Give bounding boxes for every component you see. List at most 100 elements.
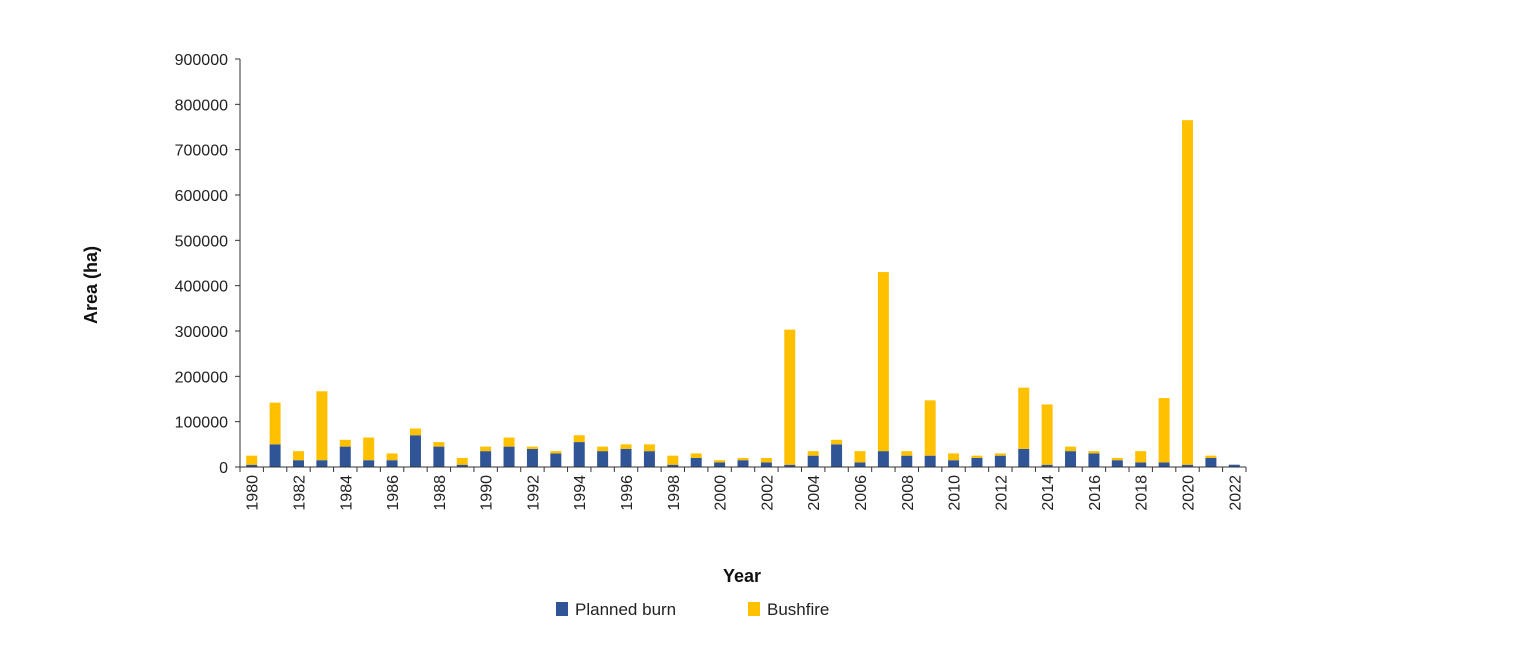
bar-bushfire-2021 [1205,455,1217,458]
bar-planned-burn-2019 [1158,462,1170,467]
bar-planned-burn-1980 [246,464,258,467]
bar-bushfire-1987 [409,428,421,436]
bar-bushfire-2012 [994,453,1006,456]
bar-planned-burn-2003 [784,464,796,467]
x-tick-label: 2016 [1087,475,1104,511]
x-tick-label: 1996 [619,475,636,511]
bar-bushfire-1980 [246,455,258,465]
bar-planned-burn-1988 [433,446,445,467]
y-tick-label: 100000 [175,415,228,432]
bar-bushfire-1992 [526,446,538,449]
x-tick-label: 2000 [713,475,730,511]
bar-planned-burn-1984 [339,446,351,467]
x-tick-label: 2006 [853,475,870,511]
bar-bushfire-2002 [760,457,772,463]
y-axis-title: Area (ha) [81,246,101,324]
y-tick-label: 400000 [175,279,228,296]
x-tick-label: 2002 [759,475,776,511]
y-tick-label: 0 [219,460,228,477]
bar-planned-burn-1982 [292,460,304,467]
x-axis-title: Year [723,566,761,586]
bar-planned-burn-2016 [1088,453,1100,467]
bar-planned-burn-1989 [456,464,468,467]
x-tick-label: 2022 [1227,475,1244,511]
legend-swatch-bushfire [748,602,760,616]
bar-planned-burn-1999 [690,457,702,467]
bar-bushfire-2017 [1111,457,1123,461]
bar-planned-burn-1997 [643,451,655,467]
y-tick-label: 700000 [175,143,228,160]
x-tick-label: 2008 [900,475,917,511]
x-tick-label: 1992 [525,475,542,511]
bar-bushfire-2019 [1158,398,1170,463]
bar-bushfire-2010 [948,453,960,461]
bar-planned-burn-2001 [737,460,749,467]
bar-planned-burn-2013 [1018,448,1030,467]
y-tick-label: 900000 [175,52,228,69]
bar-planned-burn-2004 [807,455,819,467]
y-tick-label: 500000 [175,233,228,250]
bar-bushfire-1983 [316,391,328,461]
bar-bushfire-1981 [269,402,281,445]
bar-bushfire-1986 [386,453,398,461]
legend-label-bushfire: Bushfire [767,600,829,619]
bar-bushfire-2009 [924,400,936,456]
bar-planned-burn-2020 [1182,464,1194,467]
bar-planned-burn-1996 [620,448,632,467]
bar-planned-burn-2000 [714,462,726,467]
bar-planned-burn-2008 [901,455,913,467]
bar-planned-burn-2010 [948,460,960,467]
bar-bushfire-2006 [854,451,866,463]
bar-planned-burn-2011 [971,457,983,467]
x-tick-label: 1994 [572,475,589,511]
bar-bushfire-2003 [784,329,796,465]
bar-bushfire-1991 [503,437,515,447]
bar-planned-burn-1998 [667,464,679,467]
bar-bushfire-1993 [550,451,562,454]
x-tick-label: 2018 [1134,475,1151,511]
bar-planned-burn-2014 [1041,464,1053,467]
x-tick-label: 1982 [291,475,308,511]
bar-planned-burn-1995 [597,451,609,467]
bar-bushfire-2020 [1182,120,1194,465]
bar-planned-burn-2007 [877,451,889,467]
bar-bushfire-2007 [877,272,889,452]
bar-planned-burn-1993 [550,453,562,467]
bar-planned-burn-1994 [573,442,585,467]
bar-bushfire-1985 [363,437,375,461]
bar-planned-burn-2005 [831,444,843,467]
x-tick-label: 1980 [245,475,262,511]
bar-bushfire-1999 [690,453,702,458]
x-tick-label: 2014 [1040,475,1057,511]
bar-planned-burn-1981 [269,444,281,467]
bar-planned-burn-1987 [409,435,421,467]
x-tick-label: 2004 [806,475,823,511]
bar-bushfire-1996 [620,444,632,449]
bar-planned-burn-2018 [1135,462,1147,467]
bars [246,120,1240,467]
bar-planned-burn-2012 [994,455,1006,467]
bar-bushfire-1998 [667,455,679,465]
bar-bushfire-2005 [831,439,843,445]
y-tick-label: 300000 [175,324,228,341]
y-tick-label: 800000 [175,97,228,114]
bar-bushfire-2013 [1018,387,1030,449]
bar-planned-burn-1986 [386,460,398,467]
bar-bushfire-1989 [456,457,468,465]
bar-bushfire-1982 [292,451,304,461]
x-tick-label: 1990 [479,475,496,511]
bar-planned-burn-1985 [363,460,375,467]
bar-bushfire-2018 [1135,451,1147,463]
bar-planned-burn-1992 [526,448,538,467]
x-tick-label: 1986 [385,475,402,511]
bar-bushfire-2008 [901,451,913,456]
legend-swatch-planned-burn [556,602,568,616]
bar-bushfire-2001 [737,457,749,461]
x-tick-label: 1998 [666,475,683,511]
y-axis-ticks [235,58,1247,472]
bar-planned-burn-2009 [924,455,936,467]
bar-bushfire-1984 [339,439,351,447]
bar-planned-burn-2021 [1205,457,1217,467]
y-tick-label: 600000 [175,188,228,205]
